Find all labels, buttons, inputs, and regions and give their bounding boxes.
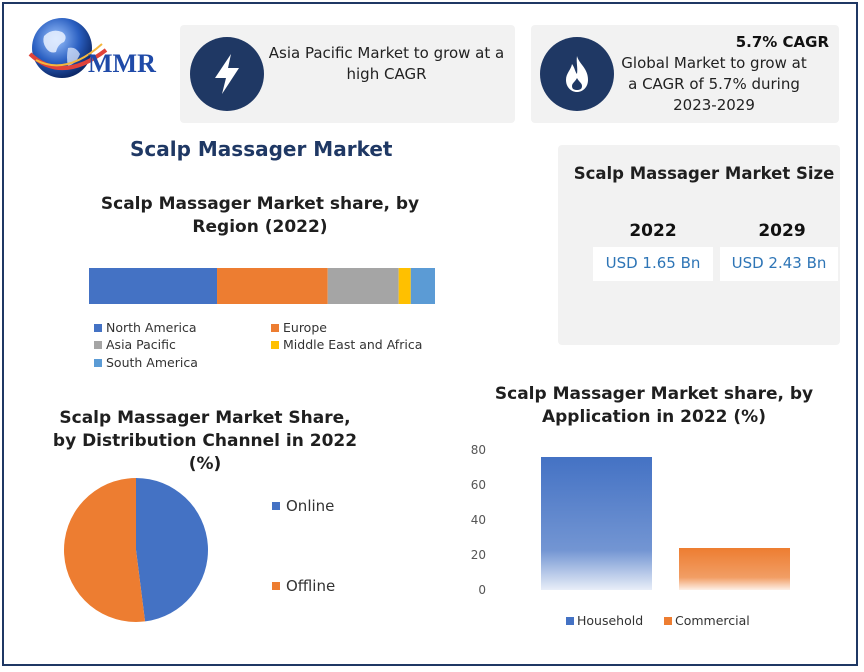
region-legend-item: North America — [94, 320, 197, 335]
application-bar-chart: 80 60 40 20 0 Household Commercial — [471, 443, 790, 628]
y-tick-label: 80 — [471, 443, 486, 457]
app-bar-household — [541, 457, 652, 590]
value-2029: USD 2.43 Bn — [720, 247, 838, 281]
value-2022: USD 1.65 Bn — [593, 247, 713, 281]
pie-legend-item: Offline — [272, 577, 335, 595]
page-title: Scalp Massager Market — [130, 137, 393, 161]
cagr-badge: 5.7% CAGR — [735, 33, 829, 51]
legend-label: South America — [106, 355, 198, 370]
page-frame — [2, 2, 858, 666]
market-size-card: Scalp Massager Market Size 2022 2029 USD… — [558, 145, 840, 345]
asia-pacific-card: Asia Pacific Market to grow at a high CA… — [180, 25, 515, 123]
region-chart-title: Scalp Massager Market share, by Region (… — [100, 194, 420, 237]
app-bar-commercial — [679, 548, 790, 590]
region-legend-item: Europe — [271, 320, 327, 335]
mmr-logo: MMR — [22, 14, 172, 84]
distribution-chart-title: Scalp Massager Market Share, by Distribu… — [52, 408, 358, 474]
region-bar-segment-2 — [327, 268, 399, 304]
y-tick-label: 0 — [478, 583, 486, 597]
region-bar-segment-0 — [89, 268, 218, 304]
legend-label: Offline — [286, 577, 336, 595]
pie-slice-offline — [63, 478, 146, 622]
legend-swatch — [272, 582, 280, 590]
region-legend-item: Asia Pacific — [94, 337, 176, 352]
y-tick-label: 60 — [471, 478, 486, 492]
y-tick-label: 20 — [471, 548, 486, 562]
pie-slice-online — [136, 478, 208, 622]
legend-swatch — [271, 340, 279, 349]
global-cagr-text: Global Market to grow at a CAGR of 5.7% … — [621, 54, 807, 114]
legend-label: Online — [286, 497, 335, 515]
lightning-bolt-icon — [190, 37, 264, 111]
legend-swatch — [664, 617, 672, 625]
distribution-pie-chart — [63, 478, 208, 622]
legend-label: Asia Pacific — [106, 337, 176, 352]
pie-legend-item: Online — [272, 497, 334, 515]
legend-swatch — [272, 502, 280, 510]
flame-icon — [540, 37, 614, 111]
market-size-title: Scalp Massager Market Size — [573, 164, 835, 183]
y-tick-label: 40 — [471, 513, 486, 527]
legend-swatch — [94, 323, 102, 332]
legend-label: Middle East and Africa — [283, 337, 423, 352]
region-legend-item: Middle East and Africa — [271, 337, 422, 352]
global-cagr-card: 5.7% CAGR Global Market to grow at a CAG… — [531, 25, 839, 123]
legend-label: Commercial — [675, 613, 750, 628]
legend-label: Europe — [283, 320, 327, 335]
year-2029-label: 2029 — [758, 221, 806, 241]
legend-swatch — [94, 358, 102, 367]
legend-label: Household — [577, 613, 643, 628]
region-bar-segment-1 — [217, 268, 328, 304]
legend-label: North America — [106, 320, 197, 335]
legend-swatch — [271, 323, 279, 332]
region-stacked-bar — [89, 268, 435, 304]
logo-text: MMR — [88, 49, 156, 78]
application-chart-title: Scalp Massager Market share, by Applicat… — [494, 384, 814, 427]
region-bar-segment-4 — [410, 268, 435, 304]
globe-icon: MMR — [28, 18, 156, 78]
asia-pacific-text: Asia Pacific Market to grow at a high CA… — [268, 44, 505, 83]
region-legend-item: South America — [94, 355, 198, 370]
year-2022-label: 2022 — [629, 221, 677, 241]
region-bar-segment-3 — [398, 268, 411, 304]
legend-swatch — [94, 340, 102, 349]
legend-swatch — [566, 617, 574, 625]
